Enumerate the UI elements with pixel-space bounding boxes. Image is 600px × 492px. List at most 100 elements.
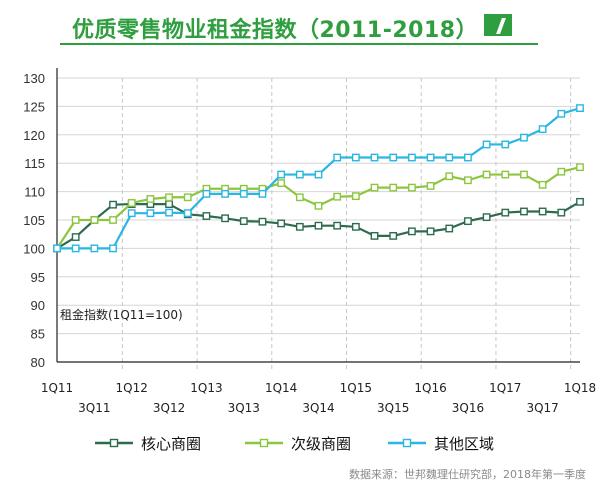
x-tick-label: 1Q13 [190,381,222,395]
data-point [407,153,416,162]
logo-badge-icon [484,14,512,36]
legend-label: 次级商圈 [291,435,351,453]
legend-label: 其他区域 [434,435,494,453]
x-tick-label: 1Q12 [116,381,148,395]
y-tick-label: 120 [23,128,45,143]
data-point [295,222,304,231]
data-point [538,207,547,216]
data-point [295,193,304,202]
data-point [370,183,379,192]
title-background [60,10,515,42]
data-point [71,233,80,241]
data-point [258,189,267,198]
x-tick-label: 3Q12 [153,401,185,415]
data-point [407,183,416,192]
y-tick-label: 95 [31,270,45,285]
data-point [295,170,304,179]
data-point [389,183,398,192]
x-tick-label: 3Q16 [452,401,484,415]
data-point [426,153,435,162]
legend-label: 核心商圈 [141,435,201,453]
data-point [464,176,472,185]
data-point [445,153,454,162]
x-tick-label: 1Q16 [414,381,446,395]
data-point [314,170,323,179]
data-point [351,153,360,162]
data-point [165,208,173,217]
data-point [109,244,117,253]
data-point [501,140,510,149]
data-point [239,189,248,198]
data-point [333,153,342,162]
x-tick-label: 3Q11 [78,401,110,415]
data-point [482,140,491,149]
data-point [389,153,398,162]
y-tick-label: 110 [24,185,45,200]
data-point [90,216,99,224]
data-point [165,200,173,208]
legend-marker [259,438,269,448]
data-point [183,193,192,202]
data-point [520,170,528,179]
y-tick-label: 130 [23,71,45,86]
y-tick-label: 105 [23,213,45,228]
title-underline [60,43,538,45]
data-point [557,109,566,118]
data-point [520,207,528,216]
data-point [351,222,360,231]
data-point [221,214,230,223]
data-point [71,244,80,253]
data-point [464,217,472,226]
x-tick-label: 3Q14 [302,401,334,415]
data-point [370,232,379,240]
data-point [90,244,99,253]
data-point [146,209,155,218]
data-point [333,192,342,201]
x-tick-label: 1Q15 [340,381,372,395]
data-point [557,167,566,176]
data-point [538,125,547,134]
data-point [333,221,342,230]
data-point [221,189,230,198]
y-tick-label: 100 [23,241,45,256]
data-point [351,192,360,201]
data-point [501,208,510,217]
data-point [165,193,173,202]
legend-marker [109,438,119,448]
data-point [576,104,584,113]
data-point [482,213,491,222]
x-tick-label: 3Q15 [377,401,409,415]
legend-marker [402,438,412,448]
data-point [258,217,267,226]
data-point [277,170,286,179]
y-tick-label: 85 [31,327,45,342]
source-note: 数据来源：世邦魏理仕研究部，2018年第一季度 [349,468,586,481]
data-point [538,180,547,189]
data-point [407,227,416,236]
data-point [109,200,117,209]
data-point [557,208,566,217]
x-tick-label: 1Q17 [489,381,521,395]
x-tick-label: 1Q18 [564,381,596,395]
data-point [146,195,155,203]
data-point [426,182,435,190]
y-tick-label: 90 [31,298,45,313]
data-point [576,163,584,172]
data-point [239,217,248,226]
x-tick-label: 3Q13 [228,401,260,415]
data-point [426,227,435,236]
y-axis-label: 租金指数(1Q11=100) [60,307,183,322]
data-point [370,153,379,162]
data-point [445,224,454,233]
chart-title: 优质零售物业租金指数（2011-2018） [72,18,479,43]
data-point [183,209,192,218]
data-point [520,133,528,142]
title-bar: 优质零售物业租金指数（2011-2018） [60,10,538,45]
x-tick-label: 3Q17 [526,401,558,415]
data-point [277,179,286,187]
data-point [314,201,323,210]
data-point [464,153,472,162]
data-point [109,216,117,224]
data-point [314,221,323,230]
